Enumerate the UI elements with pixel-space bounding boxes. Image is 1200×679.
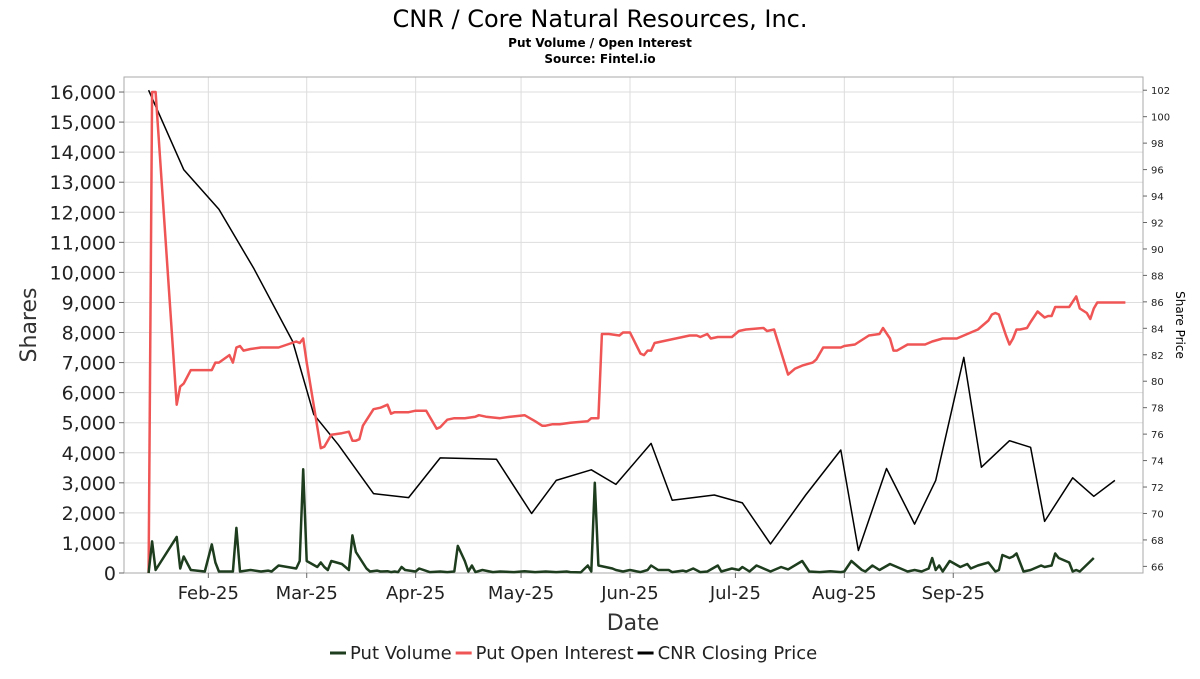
x-tick-label: Sep-25 (922, 583, 985, 604)
y-tick-label: 7,000 (62, 353, 116, 375)
y2-tick-label: 102 (1151, 86, 1170, 97)
series-line-put-volume (147, 468, 1095, 574)
legend-label-cnr-closing-price: CNR Closing Price (658, 643, 818, 664)
x-axis-ticks: Feb-25 Mar-25 Apr-25 May-25 Jun-25 Jul-25 Aug-… (178, 573, 985, 604)
y-tick-label: 11,000 (50, 232, 116, 254)
y2-tick-label: 84 (1151, 324, 1164, 335)
y2-tick-label: 70 (1151, 509, 1164, 520)
y2-axis-ticks: 66 68 70 72 74 76 78 80 82 84 86 88 90 92 94 96 98 100 102 (1143, 86, 1170, 573)
x-tick-label: Feb-25 (178, 583, 239, 604)
y2-tick-label: 72 (1151, 483, 1164, 494)
y2-tick-label: 92 (1151, 218, 1164, 229)
y-tick-label: 16,000 (50, 82, 116, 104)
y-tick-label: 15,000 (50, 112, 116, 134)
y-tick-label: 6,000 (62, 383, 116, 405)
y2-tick-label: 98 (1151, 139, 1164, 150)
grid-layer (124, 77, 1143, 574)
y-axis-label: Shares (17, 288, 42, 363)
y2-tick-label: 76 (1151, 430, 1164, 441)
x-tick-label: Aug-25 (812, 583, 877, 604)
y-tick-label: 13,000 (50, 172, 116, 194)
y2-tick-label: 78 (1151, 404, 1164, 415)
y-axis-ticks: 0 1,000 2,000 3,000 4,000 5,000 6,000 7,000 8,00… (50, 82, 124, 585)
x-tick-label: Apr-25 (386, 583, 445, 604)
legend-label-put-open-interest: Put Open Interest (476, 643, 634, 664)
series-line-cnr-closing-price (147, 89, 1116, 552)
y-tick-label: 2,000 (62, 503, 116, 525)
x-tick-label: Jun-25 (600, 583, 659, 604)
legend-label-put-volume: Put Volume (350, 643, 452, 664)
y-tick-label: 14,000 (50, 142, 116, 164)
x-tick-label: May-25 (488, 583, 554, 604)
x-tick-label: Mar-25 (276, 583, 338, 604)
y2-tick-label: 74 (1151, 457, 1164, 468)
y2-tick-label: 90 (1151, 245, 1164, 256)
series-line-put-open-interest (147, 90, 1126, 574)
y-tick-label: 4,000 (62, 443, 116, 465)
y-tick-label: 12,000 (50, 202, 116, 224)
y-tick-label: 9,000 (62, 292, 116, 314)
y2-tick-label: 80 (1151, 377, 1164, 388)
y-tick-label: 10,000 (50, 262, 116, 284)
y2-tick-label: 88 (1151, 271, 1164, 282)
y2-tick-label: 68 (1151, 536, 1164, 547)
chart-source: Source: Fintel.io (544, 52, 655, 66)
y2-tick-label: 96 (1151, 166, 1164, 177)
x-axis-label: Date (607, 611, 660, 636)
y2-tick-label: 66 (1151, 562, 1164, 573)
plot-frame (123, 76, 1144, 574)
y-tick-label: 1,000 (62, 533, 116, 555)
legend: Put Volume Put Open Interest CNR Closing P… (330, 643, 817, 664)
series-layer (147, 89, 1126, 574)
y-tick-label: 3,000 (62, 473, 116, 495)
y2-tick-label: 86 (1151, 298, 1164, 309)
y-tick-label: 0 (104, 563, 116, 585)
chart-subtitle: Put Volume / Open Interest (508, 36, 692, 50)
y2-axis-label: Share Price (1173, 291, 1187, 359)
y-tick-label: 8,000 (62, 323, 116, 345)
x-tick-label: Jul-25 (709, 583, 761, 604)
chart-title: CNR / Core Natural Resources, Inc. (393, 5, 808, 33)
y2-tick-label: 82 (1151, 351, 1164, 362)
y2-tick-label: 94 (1151, 192, 1164, 203)
y2-tick-label: 100 (1151, 113, 1170, 124)
y-tick-label: 5,000 (62, 413, 116, 435)
